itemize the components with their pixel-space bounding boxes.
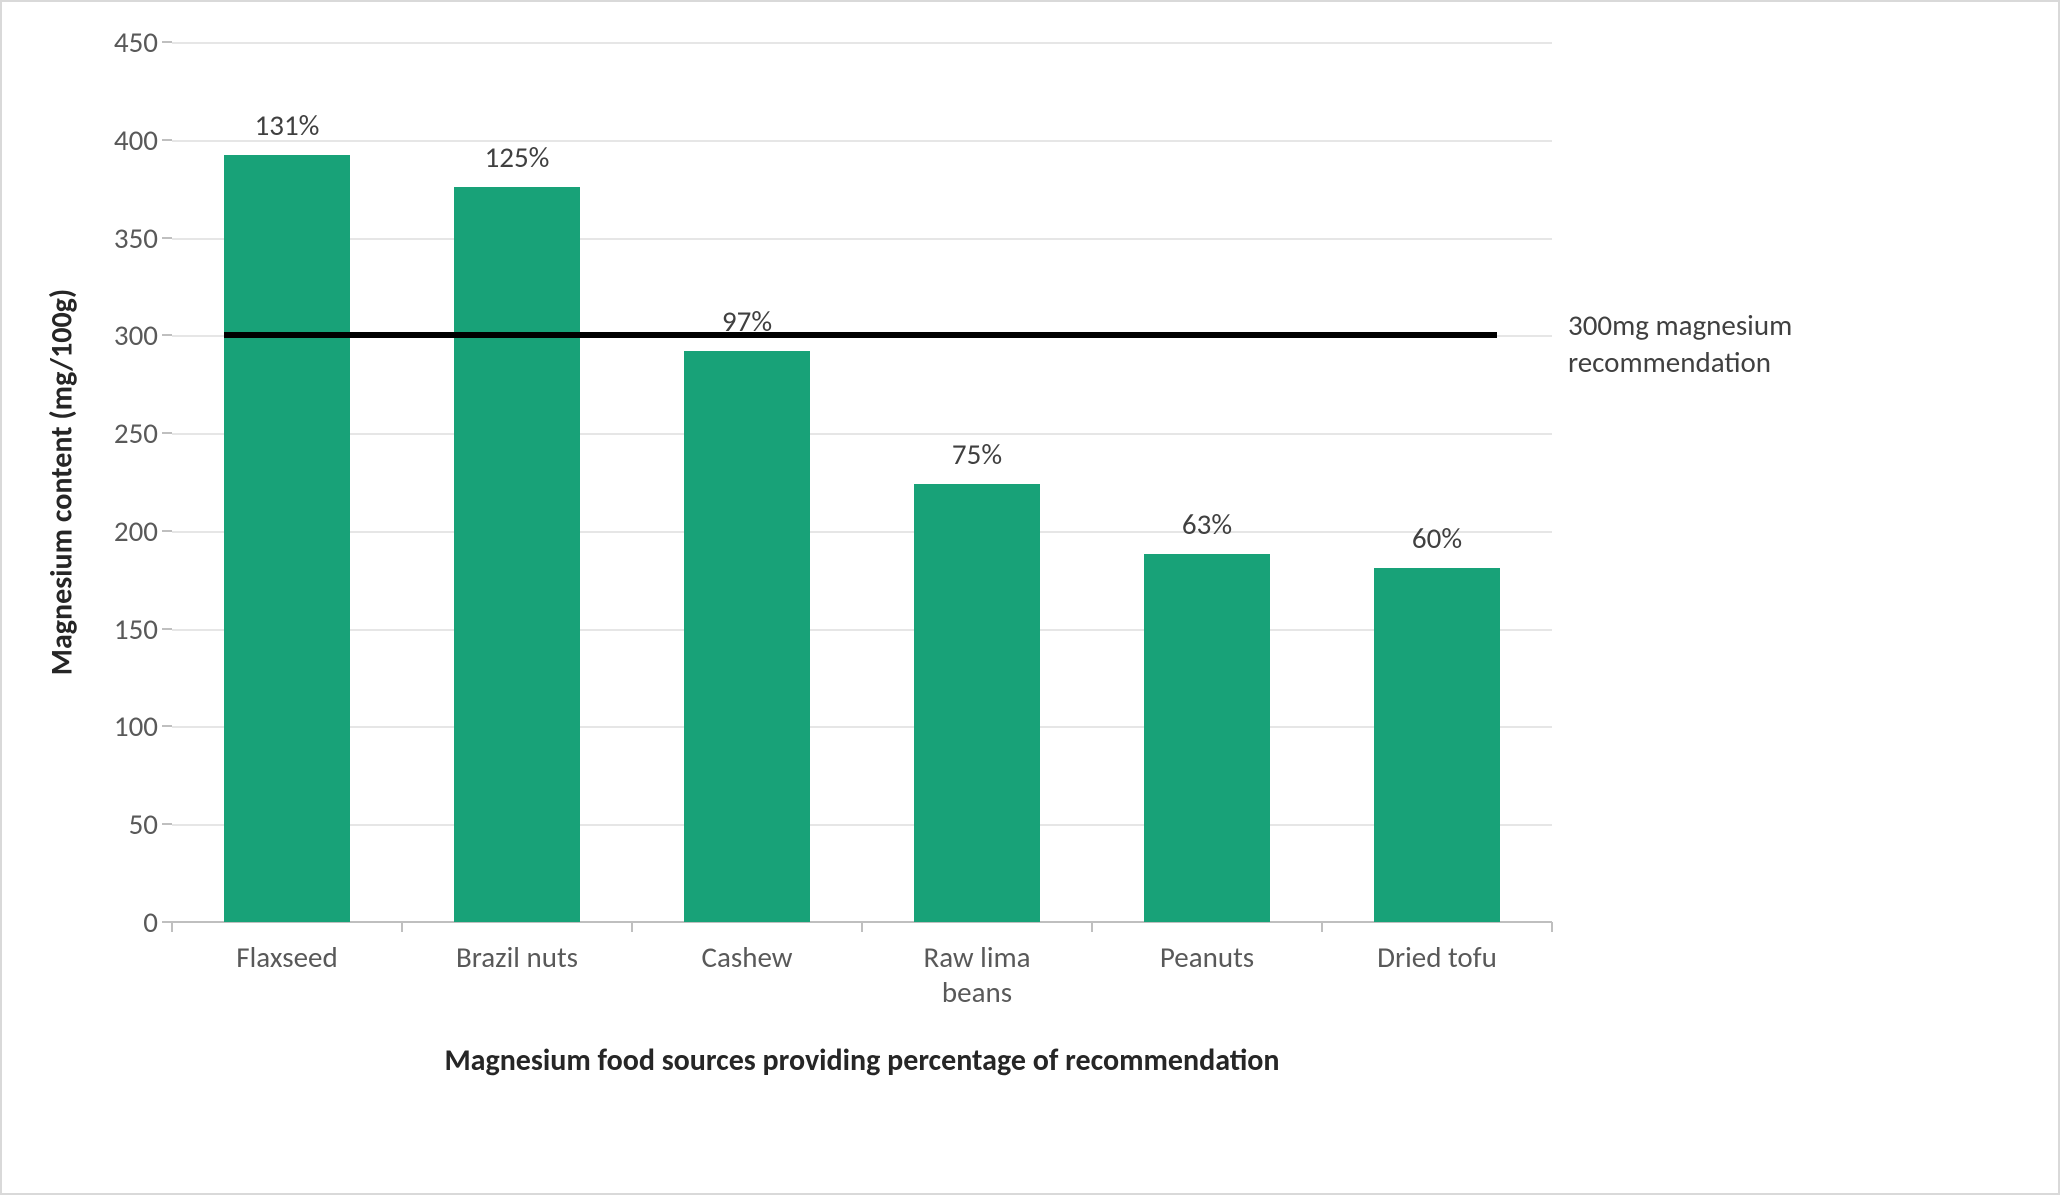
grid-line bbox=[172, 42, 1552, 44]
x-axis-title: Magnesium food sources providing percent… bbox=[172, 1042, 1552, 1079]
grid-line bbox=[172, 433, 1552, 435]
x-tick-label: Dried tofu bbox=[1311, 922, 1564, 975]
bar: 125% bbox=[454, 187, 581, 922]
bar-slot: 63%Peanuts bbox=[1144, 42, 1271, 922]
x-tick-label: Raw limabeans bbox=[851, 922, 1104, 1010]
data-label: 131% bbox=[161, 107, 414, 155]
y-tick-mark bbox=[162, 725, 172, 727]
chart-frame: 050100150200250300350400450131%Flaxseed1… bbox=[0, 0, 2060, 1195]
bar-slot: 131%Flaxseed bbox=[224, 42, 351, 922]
bar-slot: 75%Raw limabeans bbox=[914, 42, 1041, 922]
grid-line bbox=[172, 824, 1552, 826]
reference-line-label-line2: recommendation bbox=[1568, 344, 1771, 380]
plot-area: 050100150200250300350400450131%Flaxseed1… bbox=[172, 42, 1552, 922]
data-label: 97% bbox=[621, 303, 874, 351]
grid-line bbox=[172, 629, 1552, 631]
x-tick-label: Flaxseed bbox=[161, 922, 414, 975]
grid-line bbox=[172, 726, 1552, 728]
data-label: 63% bbox=[1081, 506, 1334, 554]
bar-slot: 125%Brazil nuts bbox=[454, 42, 581, 922]
y-tick-mark bbox=[162, 823, 172, 825]
bar: 75% bbox=[914, 484, 1041, 922]
bar-slot: 60%Dried tofu bbox=[1374, 42, 1501, 922]
bar: 63% bbox=[1144, 554, 1271, 922]
y-tick-mark bbox=[162, 628, 172, 630]
y-tick-mark bbox=[162, 432, 172, 434]
y-tick-mark bbox=[162, 237, 172, 239]
y-tick-mark bbox=[162, 334, 172, 336]
data-label: 75% bbox=[851, 436, 1104, 484]
y-axis-title: Magnesium content (mg/100g) bbox=[44, 289, 81, 676]
reference-line-label-line1: 300mg magnesium bbox=[1568, 307, 1792, 343]
bar: 60% bbox=[1374, 568, 1501, 922]
data-label: 125% bbox=[391, 139, 644, 187]
bar: 97% bbox=[684, 351, 811, 922]
data-label: 60% bbox=[1311, 520, 1564, 568]
bar-slot: 97%Cashew bbox=[684, 42, 811, 922]
y-tick-mark bbox=[162, 530, 172, 532]
x-tick-label: Peanuts bbox=[1081, 922, 1334, 975]
reference-line-label: 300mg magnesium recommendation bbox=[1568, 307, 1792, 380]
grid-line bbox=[172, 238, 1552, 240]
x-tick-label: Brazil nuts bbox=[391, 922, 644, 975]
bar: 131% bbox=[224, 155, 351, 922]
reference-line bbox=[224, 332, 1496, 338]
x-tick-label: Cashew bbox=[621, 922, 874, 975]
y-tick-mark bbox=[162, 41, 172, 43]
